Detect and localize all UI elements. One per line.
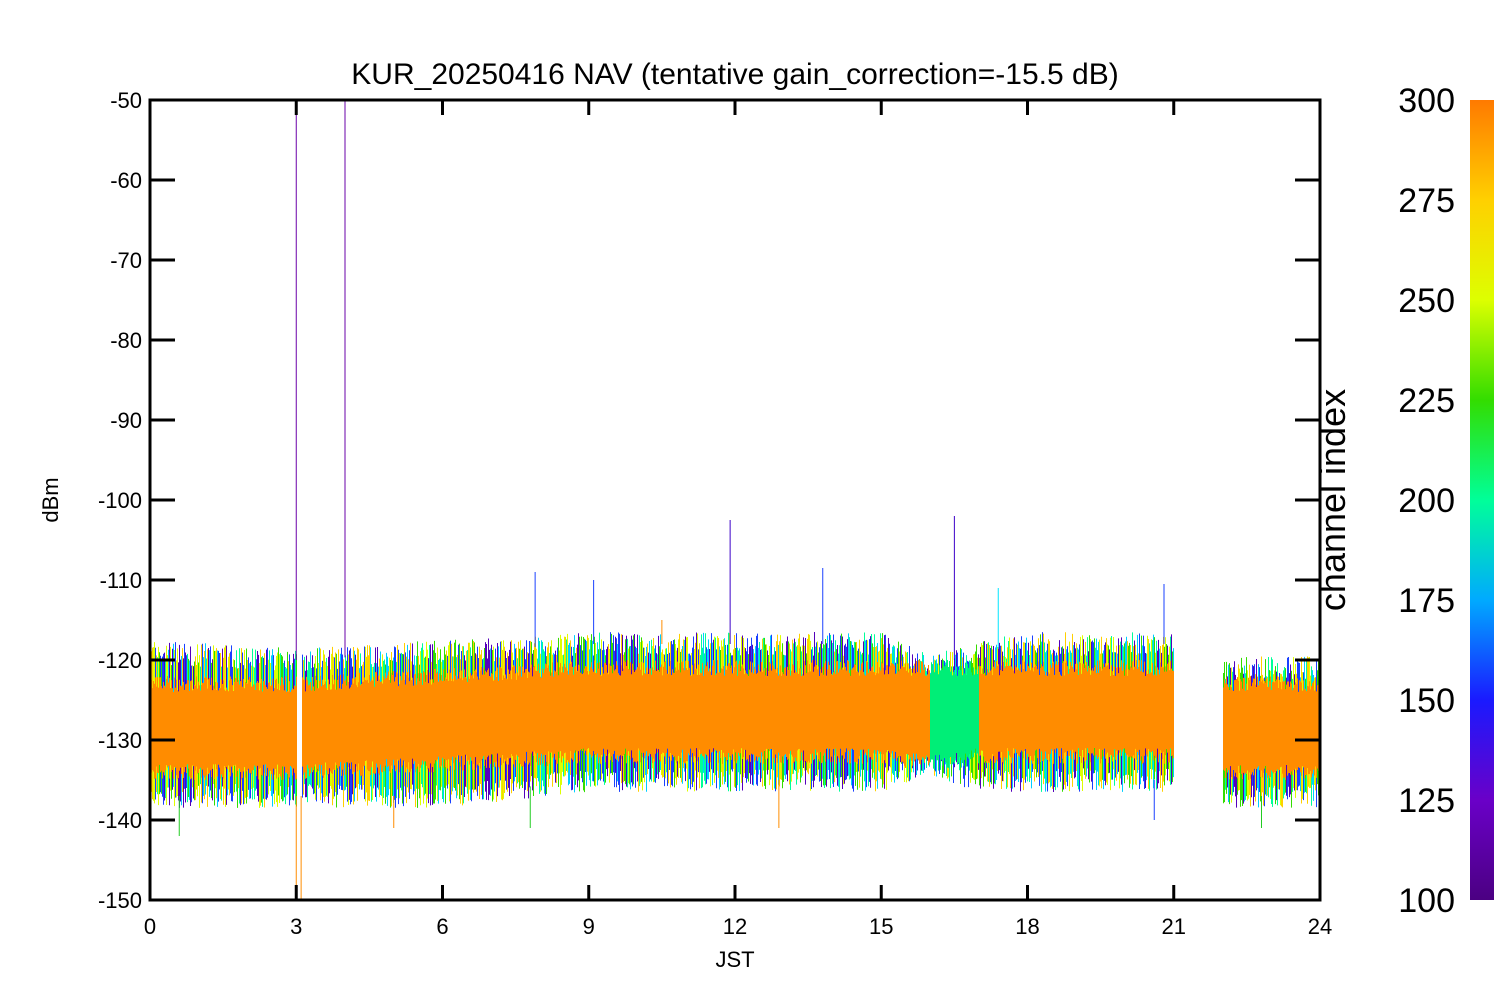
axes: 0 3 6 9 12 15 18 21 24 -50 -60 -70 -80 -90 -100 -110 -12… xyxy=(98,88,1332,939)
y-tick-label: -80 xyxy=(110,328,142,353)
x-tick-label: 24 xyxy=(1308,914,1332,939)
y-tick-label: -70 xyxy=(110,248,142,273)
colorbar-tick-label: 225 xyxy=(1398,382,1455,420)
y-tick-label: -120 xyxy=(98,648,142,673)
colorbar-tick-label: 175 xyxy=(1398,582,1455,620)
x-tick-label: 18 xyxy=(1015,914,1039,939)
colorbar-tick-label: 275 xyxy=(1398,182,1455,220)
colorbar-label: channel index xyxy=(1312,389,1353,611)
y-tick-label: -100 xyxy=(98,488,142,513)
colorbar-tick-label: 300 xyxy=(1398,82,1455,120)
colorbar-tick-label: 250 xyxy=(1398,282,1455,320)
x-tick-label: 6 xyxy=(436,914,448,939)
x-tick-label: 15 xyxy=(869,914,893,939)
y-tick-label: -150 xyxy=(98,888,142,913)
x-tick-label: 21 xyxy=(1162,914,1186,939)
x-axis-label: JST xyxy=(715,947,754,972)
y-tick-label: -90 xyxy=(110,408,142,433)
colorbar-tick-label: 125 xyxy=(1398,782,1455,820)
colorbar-tick-label: 100 xyxy=(1398,882,1455,920)
y-axis-label: dBm xyxy=(38,477,63,522)
colorbar-ticks: 300 275 250 225 200 175 150 125 100 xyxy=(1398,82,1455,920)
y-tick-label: -50 xyxy=(110,88,142,113)
y-tick-label: -130 xyxy=(98,728,142,753)
plot-area xyxy=(150,100,1320,900)
x-tick-label: 3 xyxy=(290,914,302,939)
y-tick-label: -140 xyxy=(98,808,142,833)
chart-title: KUR_20250416 NAV (tentative gain_correct… xyxy=(351,58,1118,91)
x-tick-label: 9 xyxy=(583,914,595,939)
y-tick-label: -60 xyxy=(110,168,142,193)
colorbar-tick-label: 150 xyxy=(1398,682,1455,720)
x-tick-label: 0 xyxy=(144,914,156,939)
y-tick-label: -110 xyxy=(100,568,142,593)
x-tick-label: 12 xyxy=(723,914,747,939)
colorbar-tick-label: 200 xyxy=(1398,482,1455,520)
colorbar xyxy=(1470,100,1494,900)
